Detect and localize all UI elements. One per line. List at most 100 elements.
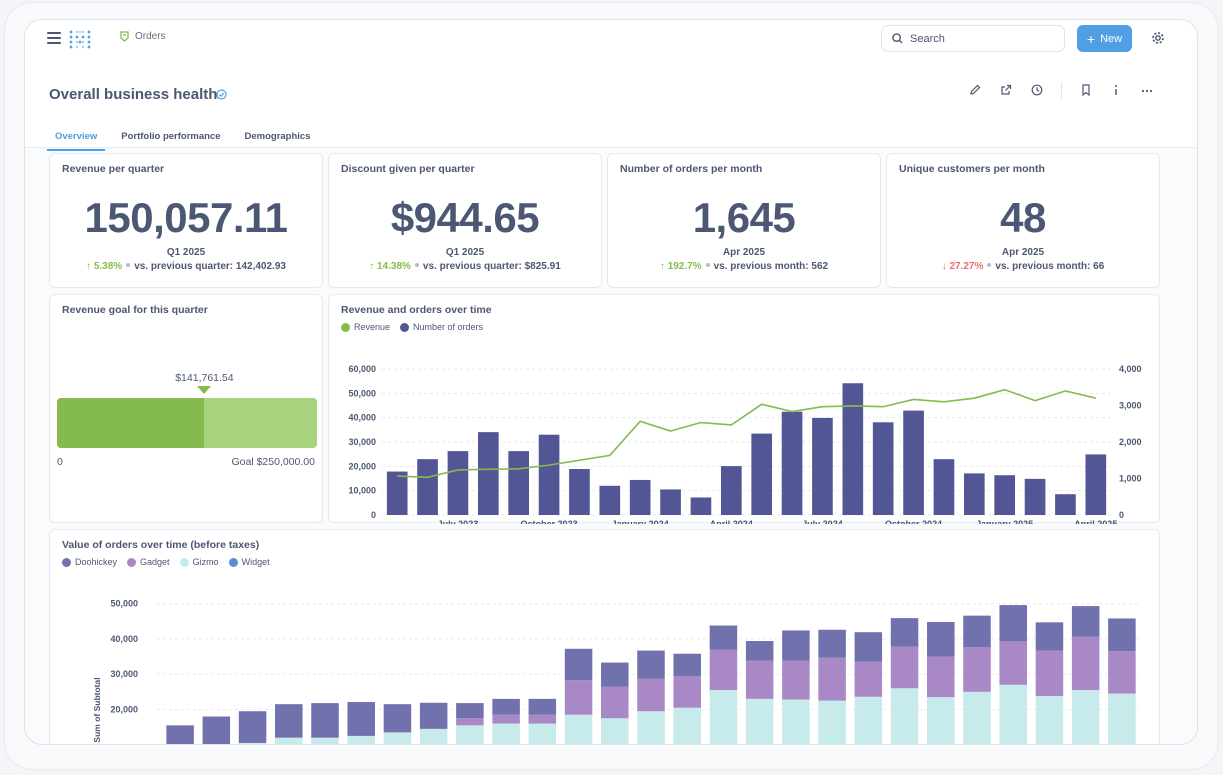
orders-bar [781,411,803,515]
goal-target-label: Goal $250,000.00 [231,456,316,468]
stacked-bar-segment [383,732,412,744]
menu-icon[interactable] [47,32,61,44]
orders-bar [812,417,833,515]
metabase-logo-icon[interactable] [69,29,91,49]
orders-value-chart-card[interactable]: Value of orders over time (before taxes)… [49,529,1160,745]
stacked-bar-segment [456,718,484,726]
orders-bar [720,466,742,515]
stacked-bar-segment [854,661,883,697]
card-title: Revenue per quarter [62,163,165,175]
progress-goal-card[interactable]: Revenue goal for this quarter $141,761.5… [49,294,323,523]
card-title: Discount given per quarter [341,163,475,175]
y-axis-tick: 50,000 [110,599,138,609]
x-axis-tick: April 2024 [710,519,753,524]
card-title: Revenue and orders over time [341,304,492,316]
more-options-icon[interactable] [1141,89,1153,93]
arrow-up-icon: ↑ [86,261,94,272]
scalar-card[interactable]: Discount given per quarter $944.65 Q1 20… [328,153,602,288]
breadcrumb-label: Orders [135,30,166,42]
card-title: Number of orders per month [620,163,763,175]
orders-value-chart[interactable]: 50,000 40,000 30,000 20,000 Sum of Subtotal [50,530,1159,745]
legend-item[interactable]: Revenue [341,322,390,332]
plus-icon: + [1086,30,1096,47]
legend-item[interactable]: Gadget [127,557,170,567]
breadcrumb[interactable]: Orders [119,30,166,42]
y-axis-left-tick: 30,000 [348,437,376,447]
search-icon [892,33,903,44]
stacked-bar-segment [927,621,955,657]
comparison-text: vs. previous month: 66 [995,261,1105,272]
stacked-bar-segment [999,605,1027,642]
x-axis-tick: April 2025 [1074,519,1117,524]
stacked-bar-segment [963,615,991,648]
scalar-card[interactable]: Number of orders per month 1,645 Apr 202… [607,153,881,288]
legend-item[interactable]: Widget [228,557,270,567]
stacked-bar-segment [782,660,810,700]
scalar-card[interactable]: Revenue per quarter 150,057.11 Q1 2025 ↑… [49,153,323,288]
revenue-line [397,388,1096,479]
history-clock-icon[interactable] [1031,84,1043,96]
stacked-bar-segment [564,680,593,715]
share-icon[interactable] [1000,84,1012,96]
scalar-card[interactable]: Unique customers per month 48 Apr 2025 ↓… [886,153,1160,288]
y-axis-tick: 30,000 [110,669,138,679]
stacked-bar-segment [637,711,665,744]
card-title: Value of orders over time (before taxes) [62,539,260,551]
stacked-bar-segment [1108,618,1136,652]
scalar-period: Apr 2025 [1001,247,1045,258]
legend-item[interactable]: Number of orders [400,322,483,332]
new-button[interactable]: + New [1077,25,1132,52]
stacked-bar-segment [673,707,701,744]
stacked-bar-segment [601,686,629,719]
stacked-bar-segment [1108,693,1136,744]
stacked-bar-segment [782,699,810,744]
change-percent: 192.7% [667,261,702,272]
revenue-orders-chart-card[interactable]: Revenue and orders over time Revenue Num… [328,294,1160,524]
stacked-bar-segment [238,711,267,743]
scalar-value: 1,645 [692,194,796,241]
orders-bar [569,469,590,515]
info-icon[interactable] [1113,84,1119,96]
stacked-bar-segment [1071,690,1100,744]
stacked-bar-segment [999,641,1027,685]
bookmark-icon[interactable] [1081,84,1091,96]
search-input[interactable]: Search [881,25,1065,52]
page-title[interactable]: Overall business health [49,86,218,103]
stacked-bar-segment [709,649,738,691]
revenue-orders-chart[interactable]: 60,000 50,000 40,000 30,000 20,000 10,000 0 4,0… [329,295,1159,524]
tab-portfolio-performance[interactable]: Portfolio performance [121,131,221,142]
legend-item[interactable]: Doohickey [62,557,117,567]
x-axis-tick: January 2024 [612,519,669,524]
scalar-comparison: ↑ 14.38% vs. previous quarter: $825.91 [329,261,601,272]
change-percent: 27.27% [949,261,984,272]
stacked-bar-segment [709,625,738,650]
stacked-bar-segment [1071,636,1100,691]
stacked-bar-segment [745,660,774,699]
toolbar-divider [1061,82,1062,99]
stacked-bar-segment [1035,696,1064,744]
stacked-bar-segment [419,702,448,729]
y-axis-left-tick: 20,000 [348,461,376,471]
stacked-bar-segment [166,725,194,744]
orders-bar [477,432,499,515]
goal-marker-icon [197,386,212,394]
y-axis-left-tick: 60,000 [348,364,376,374]
stacked-bar-segment [419,728,448,744]
arrow-down-icon: ↓ [941,261,950,272]
y-axis-left-tick: 50,000 [348,388,376,398]
legend-item[interactable]: Gizmo [179,557,219,567]
tab-overview[interactable]: Overview [47,128,106,151]
orders-bar [386,471,408,515]
x-axis-tick: October 2024 [885,519,942,524]
x-axis-tick: January 2025 [976,519,1033,524]
stacked-bar-segment [347,702,375,736]
tab-demographics[interactable]: Demographics [244,131,311,142]
gear-icon[interactable] [1151,31,1165,45]
orders-bar [1085,454,1107,515]
edit-pencil-icon[interactable] [969,84,981,96]
stacked-bar-segment [854,696,883,744]
scalar-value: 150,057.11 [84,194,288,241]
collection-icon [120,31,129,42]
stacked-bar-segment [456,703,484,719]
goal-min-label: 0 [57,456,63,468]
